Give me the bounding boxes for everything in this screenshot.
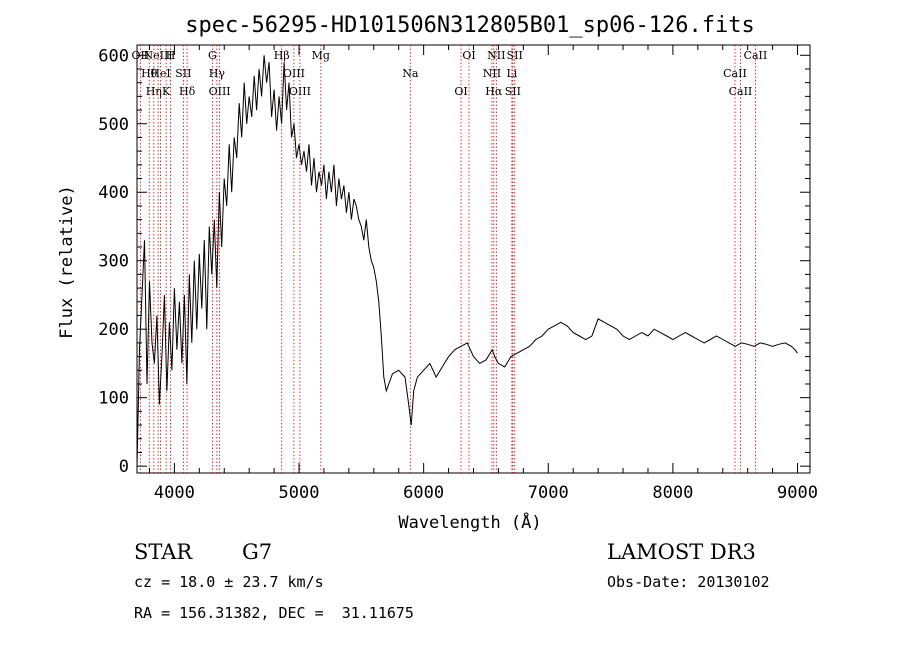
- object-type: STAR: [134, 540, 193, 564]
- y-axis-ticks: 0 100 200 300 400 500 600: [98, 46, 810, 477]
- line-label: CaII: [744, 49, 768, 62]
- survey-name: LAMOST DR3: [607, 540, 756, 564]
- x-tick-label: 5000: [279, 483, 320, 503]
- observation-date: Obs-Date: 20130102: [607, 573, 770, 591]
- line-label: CaII: [723, 67, 747, 80]
- line-label: SII: [507, 49, 523, 62]
- line-label: K: [162, 85, 171, 98]
- line-label: NII: [483, 67, 501, 80]
- redshift-readout: cz = 18.0 ± 23.7 km/s: [134, 573, 324, 591]
- line-label: OIII: [209, 85, 231, 98]
- y-tick-label: 500: [98, 115, 129, 135]
- chart-title: spec-56295-HD101506N312805B01_sp06-126.f…: [185, 13, 755, 38]
- line-label: OIII: [283, 67, 305, 80]
- line-label: OI: [454, 85, 467, 98]
- line-label: OI: [462, 49, 475, 62]
- line-label: Hη: [146, 85, 162, 98]
- x-tick-label: 7000: [528, 483, 569, 503]
- y-axis-label: Flux (relative): [57, 185, 77, 339]
- x-tick-label: 6000: [403, 483, 444, 503]
- y-tick-label: 200: [98, 320, 129, 340]
- coordinates-readout: RA = 156.31382, DEC = 31.11675: [134, 604, 414, 622]
- y-tick-label: 0: [119, 457, 129, 477]
- y-tick-label: 100: [98, 389, 129, 409]
- line-label: Hθ: [141, 67, 158, 80]
- line-label: SII: [505, 85, 521, 98]
- line-label: OIII: [289, 85, 311, 98]
- x-axis-label: Wavelength (Å): [398, 511, 541, 533]
- line-label: NII: [487, 49, 505, 62]
- line-label: Na: [402, 67, 419, 80]
- line-label: Li: [506, 67, 517, 80]
- y-tick-label: 600: [98, 46, 129, 66]
- line-label: H: [166, 49, 176, 62]
- line-label: SII: [175, 67, 191, 80]
- spectral-line-markers: [139, 45, 756, 473]
- line-label: Hα: [485, 85, 503, 98]
- line-label: HeI: [150, 67, 170, 80]
- line-label: Hδ: [179, 85, 196, 98]
- y-tick-label: 300: [98, 252, 129, 272]
- spectral-subclass: G7: [242, 540, 273, 564]
- spectral-line-labels: OIIHθHηNeIIIHeIKHSIIHδGHγOIIIHβOIIIOIIIM…: [132, 49, 768, 98]
- line-label: Hβ: [274, 49, 290, 62]
- x-tick-label: 4000: [154, 483, 195, 503]
- line-label: Mg: [312, 49, 330, 62]
- x-tick-label: 8000: [652, 483, 693, 503]
- line-label: Hγ: [209, 67, 226, 80]
- line-label: CaII: [729, 85, 753, 98]
- y-tick-label: 400: [98, 183, 129, 203]
- line-label: G: [208, 49, 217, 62]
- x-axis-ticks: 4000 5000 6000 7000 8000 9000: [148, 45, 818, 503]
- x-tick-label: 9000: [777, 483, 818, 503]
- spectrum-series-line: [136, 55, 798, 467]
- line-label: NeIII: [143, 49, 172, 62]
- plot-frame: [136, 44, 811, 474]
